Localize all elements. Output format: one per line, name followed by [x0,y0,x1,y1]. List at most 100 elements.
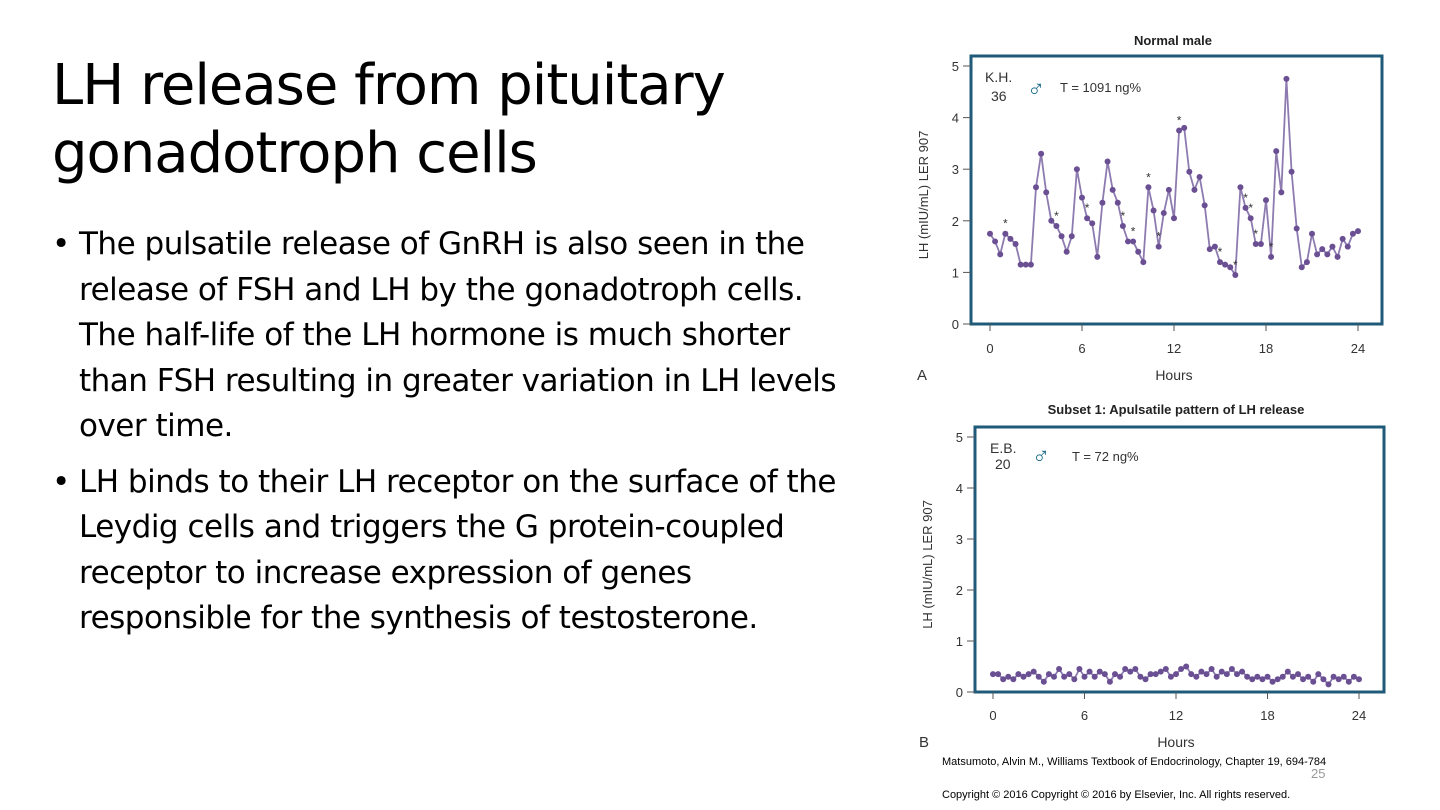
data-point [992,238,999,245]
x-tick-label: 12 [1169,708,1183,723]
pulse-marker: * [1233,258,1238,272]
citation: Matsumoto, Alvin M., Williams Textbook o… [942,756,1327,768]
data-point [1203,671,1210,678]
data-point [1269,678,1276,685]
data-point [1305,673,1312,680]
data-point [1232,271,1239,278]
y-axis-label: LH (mIU/mL) LER 907 [916,131,931,260]
data-point [1035,673,1042,680]
data-point [1015,671,1022,678]
data-point [1340,673,1347,680]
subject-id: E.B. [990,440,1016,456]
data-point [1127,668,1134,675]
y-tick-label: 1 [952,265,959,280]
x-tick-label: 24 [1352,708,1366,723]
bullet-text: The pulsatile release of GnRH is also se… [79,226,837,444]
data-point [1160,210,1167,217]
pulse-marker: * [1003,217,1008,231]
data-point [1237,184,1244,191]
data-point [1211,243,1218,250]
y-tick-label: 4 [952,111,959,126]
data-point [1081,673,1088,680]
data-point [1268,253,1275,260]
data-point [1218,668,1225,675]
y-tick-label: 5 [952,59,959,74]
data-point [1106,678,1113,685]
data-point [1084,215,1091,222]
data-point [1349,230,1356,237]
data-point [1063,248,1070,255]
panel-label: A [917,367,927,384]
chart-title: Subset 1: Apulsatile pattern of LH relea… [1048,402,1305,417]
copyright: Copyright © 2016 Copyright © 2016 by Els… [942,789,1291,801]
pulse-marker: * [1146,170,1151,184]
data-point [1033,184,1039,191]
chart-title: Normal male [1134,33,1212,48]
data-point [1155,243,1162,250]
data-point [1043,189,1050,196]
data-point [1150,207,1157,214]
data-point [1125,238,1131,245]
data-point [1196,173,1203,180]
bullet-glyph: • [52,226,70,262]
data-point [1022,261,1029,268]
data-point [1217,259,1223,266]
data-point [1027,261,1034,268]
data-point [1162,666,1169,673]
data-point [1329,243,1336,250]
x-tick-label: 12 [1167,341,1181,356]
pulse-marker: * [1253,227,1258,241]
data-point [1112,671,1118,678]
data-point [1101,671,1108,678]
x-axis-label: Hours [1157,734,1194,750]
y-tick-label: 2 [956,583,963,598]
data-point [1167,673,1174,680]
x-tick-label: 0 [989,708,996,723]
y-tick-label: 3 [956,532,963,547]
data-point [987,230,993,237]
data-point [1293,225,1300,232]
data-point [1310,678,1317,685]
data-point [1076,666,1083,673]
x-tick-label: 0 [986,341,993,356]
pulse-marker: * [1156,230,1161,244]
y-tick-label: 5 [956,430,963,445]
data-point [1122,666,1129,673]
data-point [1045,671,1052,678]
data-point [1344,243,1351,250]
page-number: 25 [1311,766,1326,781]
data-point [1176,127,1183,134]
subject-age: 20 [995,456,1011,472]
pulse-marker: * [1248,201,1253,215]
data-point [1137,673,1144,680]
subject-age: 36 [991,88,1007,104]
subject-id: K.H. [985,69,1012,85]
data-point [1051,673,1057,680]
data-point [1005,673,1012,680]
data-point [1152,671,1159,678]
data-point [1104,158,1111,165]
data-point [1247,215,1254,222]
y-tick-label: 2 [952,214,959,229]
pulse-marker: * [1054,209,1059,223]
data-point [1244,673,1251,680]
plot-frame [973,425,1386,694]
bullet-text: LH binds to their LH receptor on the sur… [79,463,836,637]
data-point [1334,253,1341,260]
data-point [1117,673,1124,680]
data-point [1234,671,1240,678]
data-point [1068,233,1075,240]
slide-title: LH release from pituitary gonadotroph ce… [52,53,726,186]
panel-label: B [919,734,929,751]
data-point [1273,148,1280,155]
data-point [1274,676,1281,683]
data-point [1339,235,1346,242]
data-point [1066,671,1073,678]
male-symbol-icon: ♂ [1027,76,1045,103]
data-point [1222,261,1229,268]
male-symbol-icon: ♂ [1032,443,1050,470]
data-point [1295,671,1301,678]
data-point [1345,678,1352,685]
x-tick-label: 6 [1081,708,1088,723]
